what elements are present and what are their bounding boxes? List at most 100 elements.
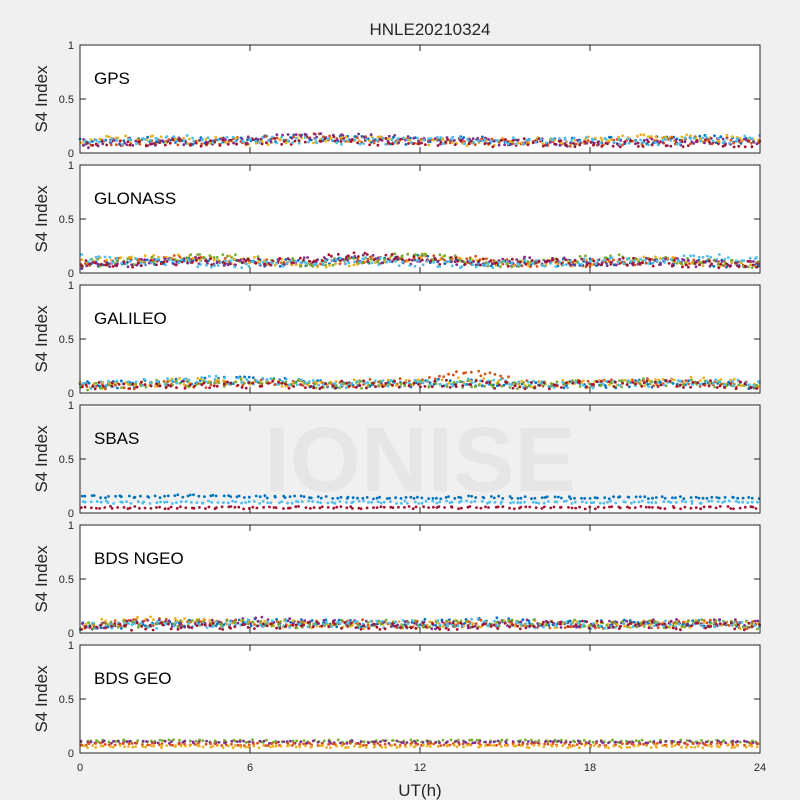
data-point [128, 260, 132, 263]
data-point [753, 624, 756, 627]
data-point [448, 622, 452, 625]
data-point [404, 624, 408, 628]
data-point [261, 136, 264, 140]
data-point [743, 505, 747, 509]
data-point [669, 619, 673, 623]
data-point [347, 254, 350, 258]
data-point [372, 258, 376, 262]
data-point [523, 255, 526, 259]
data-point [595, 619, 599, 623]
data-point [242, 140, 246, 144]
data-point [652, 624, 656, 628]
data-point [326, 501, 330, 505]
data-point [506, 142, 510, 146]
data-point [393, 252, 397, 256]
data-point [340, 142, 343, 146]
data-point [114, 740, 118, 743]
data-point [554, 260, 558, 264]
data-point [702, 376, 705, 380]
data-point [166, 494, 170, 498]
data-point [141, 745, 145, 748]
data-point [172, 262, 176, 266]
data-point [108, 265, 112, 268]
data-point [543, 496, 547, 499]
data-point [647, 262, 650, 265]
data-point [397, 385, 401, 389]
series-7 [80, 619, 761, 632]
y-tick-label: 0 [68, 508, 74, 520]
data-point [647, 626, 651, 630]
data-point [412, 255, 416, 259]
data-point [508, 495, 512, 498]
data-point [564, 258, 568, 261]
data-point [167, 619, 171, 623]
data-point [582, 257, 586, 261]
data-point [521, 381, 525, 385]
data-point [335, 505, 339, 509]
data-point [477, 741, 481, 745]
data-point [328, 263, 331, 267]
data-point [585, 620, 588, 624]
data-point [713, 625, 716, 629]
data-point [273, 263, 277, 267]
data-point [339, 256, 342, 260]
data-point [569, 740, 572, 744]
data-point [357, 255, 360, 258]
data-point [167, 507, 170, 510]
data-point [316, 265, 319, 269]
data-point [254, 139, 258, 143]
data-point [336, 496, 340, 500]
data-point [467, 142, 471, 146]
data-point [202, 381, 206, 385]
data-point [341, 382, 345, 385]
data-point [264, 135, 267, 138]
data-point [391, 739, 395, 742]
data-point [313, 382, 316, 386]
data-point [198, 506, 201, 509]
data-point [497, 379, 500, 383]
data-point [732, 141, 736, 145]
data-point [136, 500, 140, 504]
data-point [234, 500, 238, 504]
data-point [719, 135, 723, 139]
data-point [149, 142, 152, 146]
data-point [580, 257, 584, 261]
data-point [645, 261, 648, 265]
data-point [650, 137, 654, 141]
data-point [174, 621, 178, 625]
data-point [595, 621, 599, 625]
data-point [295, 383, 299, 387]
series-7 [80, 253, 758, 270]
data-point [751, 741, 755, 744]
data-point [168, 258, 172, 261]
watermark-text: IONISE [264, 409, 576, 511]
data-point [309, 385, 313, 388]
data-point [530, 261, 534, 265]
data-point [669, 258, 673, 261]
data-point [416, 739, 419, 742]
data-point [186, 142, 190, 145]
data-point [443, 506, 446, 509]
data-point [657, 623, 661, 626]
data-point [397, 620, 401, 623]
data-point [306, 256, 309, 259]
data-point [378, 379, 382, 383]
data-point [728, 141, 731, 145]
data-point [138, 506, 141, 510]
data-point [217, 741, 221, 744]
data-point [664, 135, 667, 139]
data-point [324, 382, 328, 386]
data-point [294, 263, 298, 267]
data-point [685, 623, 689, 627]
data-point [201, 137, 204, 141]
data-point [596, 259, 600, 263]
data-point [467, 494, 470, 498]
data-point [457, 507, 460, 511]
data-point [614, 622, 617, 625]
data-point [492, 139, 496, 143]
data-point [432, 254, 436, 257]
data-point [453, 143, 457, 147]
data-point [83, 500, 87, 504]
data-point [573, 500, 577, 504]
